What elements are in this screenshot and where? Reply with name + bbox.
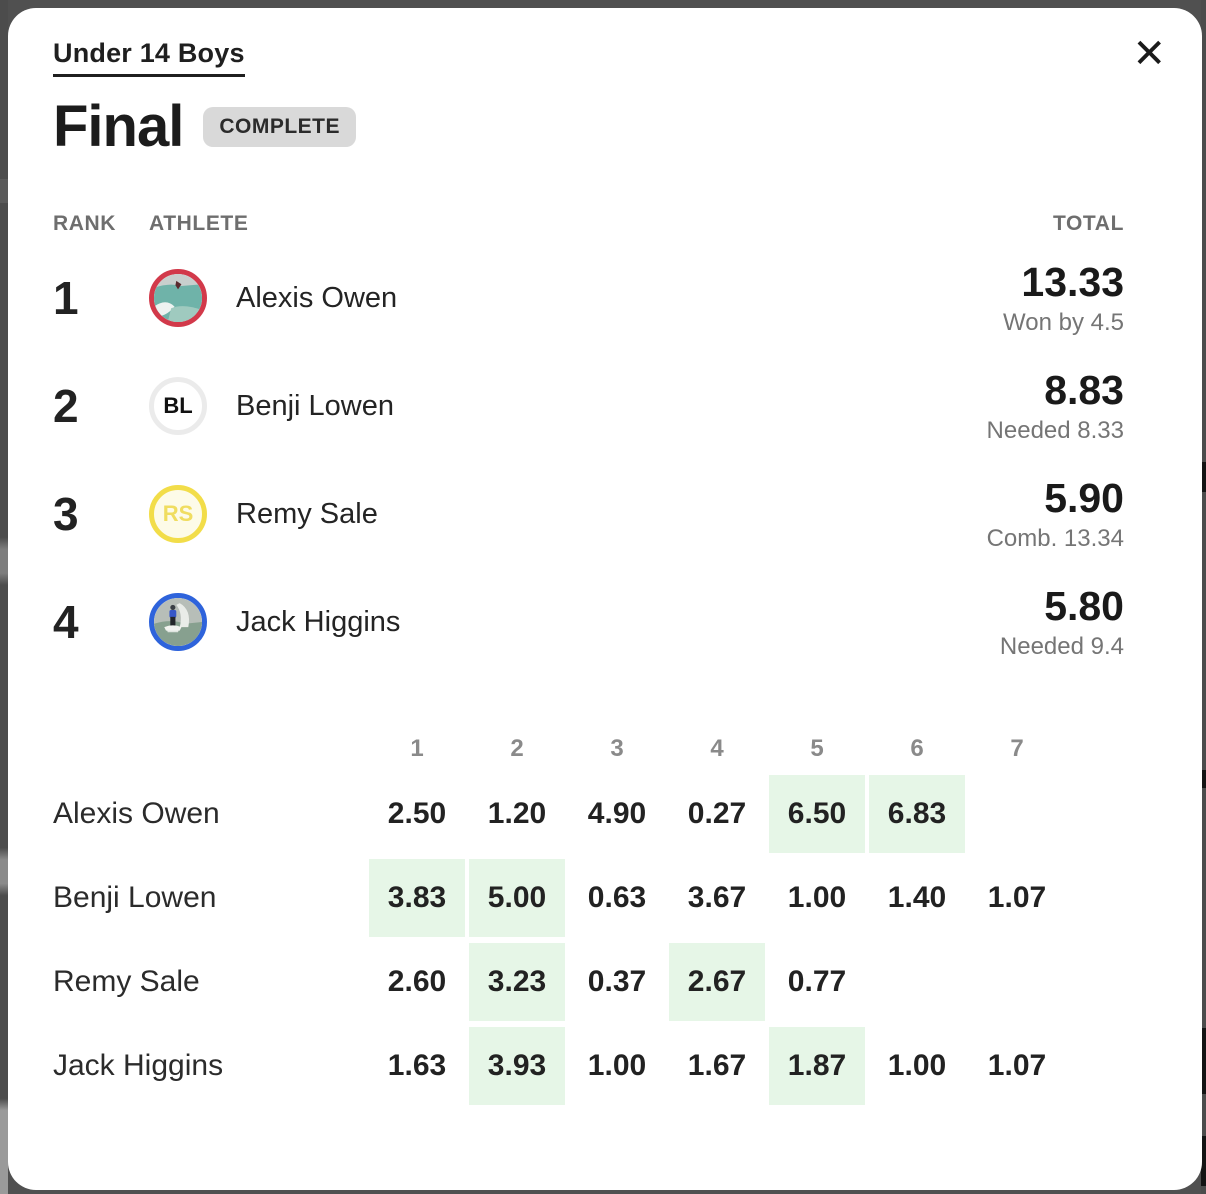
total-score: 8.83: [1044, 367, 1124, 414]
avatar-initials: BL: [163, 393, 193, 418]
wave-score-cell: 6.83: [867, 772, 967, 856]
backdrop-left-edge: [0, 0, 8, 1194]
wave-score-cell: [967, 940, 1067, 1024]
total-cell: 13.33 Won by 4.5: [1003, 259, 1124, 336]
total-subtext: Comb. 13.34: [986, 524, 1124, 552]
wave-score-cell: 1.40: [887, 881, 947, 914]
matrix-row-remy: Remy Sale 2.60 3.23 0.37 2.67 0.77: [53, 940, 1124, 1024]
matrix-corner: [53, 726, 367, 772]
rank-value: 2: [53, 380, 79, 432]
title-row: Final COMPLETE: [53, 93, 1124, 160]
athlete-name: Benji Lowen: [236, 389, 394, 422]
athlete-name: Jack Higgins: [236, 605, 401, 638]
division-link[interactable]: Under 14 Boys: [53, 38, 245, 77]
page-title: Final: [53, 94, 184, 159]
total-score: 13.33: [1021, 259, 1124, 306]
wave-column-header: 5: [810, 735, 824, 762]
matrix-row-benji: Benji Lowen 3.83 5.00 0.63 3.67 1.00 1.4…: [53, 856, 1124, 940]
results-header: RANK ATHLETE TOTAL: [53, 212, 1124, 236]
result-row-3[interactable]: 3 RS Remy Sale 5.90 Comb. 13.34: [53, 460, 1124, 568]
wave-score-cell: 0.27: [687, 797, 747, 830]
surfer-photo: [154, 598, 202, 646]
backdrop-artifact: [1201, 770, 1206, 788]
matrix-row-jack: Jack Higgins 1.63 3.93 1.00 1.67 1.87 1.…: [53, 1024, 1124, 1108]
matrix-header-row: 1 2 3 4 5 6 7: [53, 726, 1124, 772]
wave-column-header: 7: [1010, 735, 1024, 762]
backdrop-artifact: [1201, 1028, 1206, 1094]
total-subtext: Won by 4.5: [1003, 308, 1124, 336]
backdrop-artifact: [1201, 462, 1206, 492]
wave-score-cell: 3.93: [467, 1024, 567, 1108]
total-subtext: Needed 8.33: [986, 416, 1124, 444]
avatar-initials: RS: [162, 501, 194, 526]
wave-score-cell: 1.87: [767, 1024, 867, 1108]
wave-score-cell: 1.00: [887, 1049, 947, 1082]
result-row-4[interactable]: 4 Jack Higgins 5.80 Needed 9.4: [53, 568, 1124, 676]
result-row-1[interactable]: 1 Alexis Owen 13.33 Won by 4.5: [53, 244, 1124, 352]
wave-score-cell: 4.90: [587, 797, 647, 830]
wave-score-cell: 1.67: [687, 1049, 747, 1082]
athlete-column-header: ATHLETE: [149, 212, 249, 235]
rank-value: 4: [53, 596, 79, 648]
athlete-name: Remy Sale: [236, 497, 378, 530]
wave-score-cell: 2.50: [387, 797, 447, 830]
wave-score-cell: 5.00: [467, 856, 567, 940]
wave-score-cell: 3.83: [367, 856, 467, 940]
wave-score-cell: 0.77: [787, 965, 847, 998]
wave-score-cell: [967, 772, 1067, 856]
wave-score-cell: 6.50: [767, 772, 867, 856]
total-subtext: Needed 9.4: [999, 632, 1124, 660]
total-cell: 5.80 Needed 9.4: [1000, 583, 1124, 660]
athlete-avatar: BL: [149, 377, 207, 435]
rank-value: 1: [53, 272, 79, 324]
matrix-row-alexis: Alexis Owen 2.50 1.20 4.90 0.27 6.50 6.8…: [53, 772, 1124, 856]
wave-score-cell: 1.07: [987, 881, 1047, 914]
wave-score-cell: 1.07: [987, 1049, 1047, 1082]
athlete-name: Alexis Owen: [236, 281, 398, 314]
wave-score-cell: [867, 940, 967, 1024]
total-column-header: TOTAL: [1052, 212, 1124, 235]
athlete-avatar: RS: [149, 485, 207, 543]
matrix-athlete-label: Remy Sale: [53, 965, 200, 998]
athlete-avatar: [149, 593, 207, 651]
result-row-2[interactable]: 2 BL Benji Lowen 8.83 Needed 8.33: [53, 352, 1124, 460]
wave-column-header: 3: [610, 735, 624, 762]
wave-score-cell: 1.00: [587, 1049, 647, 1082]
rank-value: 3: [53, 488, 79, 540]
total-cell: 5.90 Comb. 13.34: [987, 475, 1124, 552]
matrix-athlete-label: Alexis Owen: [53, 797, 220, 830]
wave-score-cell: 2.60: [387, 965, 447, 998]
wave-score-matrix: 1 2 3 4 5 6 7 Alexis Owen 2.50 1.20 4.90…: [53, 726, 1124, 1108]
surfer-photo: [154, 274, 202, 322]
wave-score-cell: 3.23: [467, 940, 567, 1024]
wave-score-cell: 1.63: [387, 1049, 447, 1082]
wave-column-header: 4: [710, 735, 724, 762]
heat-results-modal: ✕ Under 14 Boys Final COMPLETE RANK ATHL…: [8, 8, 1202, 1190]
wave-column-header: 2: [510, 735, 524, 762]
close-icon[interactable]: ✕: [1132, 31, 1166, 77]
wave-column-header: 6: [910, 735, 924, 762]
athlete-avatar: [149, 269, 207, 327]
wave-column-header: 1: [410, 735, 424, 762]
total-score: 5.80: [1044, 583, 1124, 630]
backdrop-right-edge: [1201, 0, 1206, 1194]
wave-score-cell: 3.67: [687, 881, 747, 914]
wave-score-cell: 2.67: [667, 940, 767, 1024]
wave-score-cell: 0.63: [587, 881, 647, 914]
wave-score-cell: 1.00: [787, 881, 847, 914]
matrix-athlete-label: Jack Higgins: [53, 1049, 224, 1082]
total-cell: 8.83 Needed 8.33: [987, 367, 1124, 444]
results-list: 1 Alexis Owen 13.33 Won by 4.5 2 BL: [53, 244, 1124, 676]
wave-score-cell: 1.20: [487, 797, 547, 830]
status-badge: COMPLETE: [203, 106, 357, 147]
matrix-athlete-label: Benji Lowen: [53, 881, 217, 914]
backdrop-artifact: [1201, 1136, 1206, 1186]
rank-column-header: RANK: [53, 212, 117, 235]
wave-score-cell: 0.37: [587, 965, 647, 998]
total-score: 5.90: [1044, 475, 1124, 522]
